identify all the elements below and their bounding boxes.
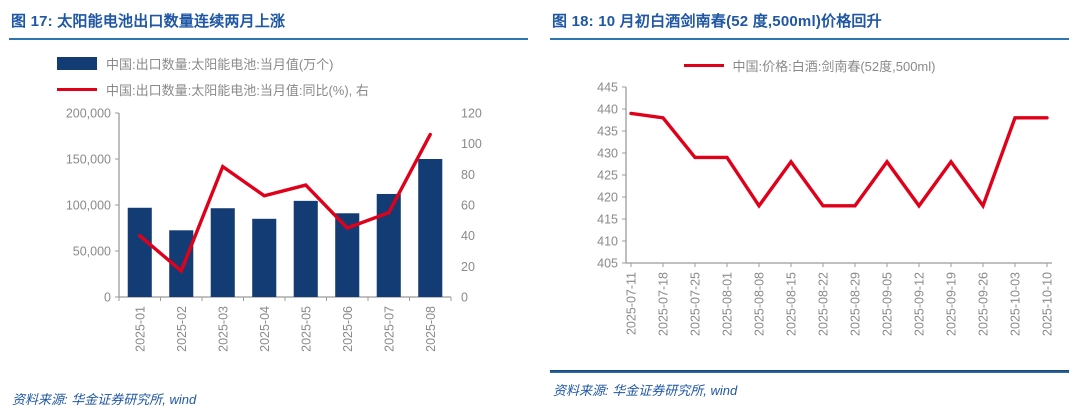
svg-text:2025-09-05: 2025-09-05 bbox=[881, 272, 895, 336]
svg-text:2025-06: 2025-06 bbox=[341, 306, 355, 352]
svg-text:2025-08-22: 2025-08-22 bbox=[817, 272, 831, 336]
svg-text:2025-07: 2025-07 bbox=[382, 306, 396, 352]
svg-text:2025-10-10: 2025-10-10 bbox=[1041, 272, 1055, 336]
solar-export-combo-chart: 0 50,000 100,000 150,000 200,000 0 20 40 60 80 100… bbox=[66, 107, 482, 352]
svg-text:2025-08-29: 2025-08-29 bbox=[849, 272, 863, 336]
legend-label: 中国:出口数量:太阳能电池:当月值(万个) bbox=[106, 57, 334, 72]
svg-text:2025-08-08: 2025-08-08 bbox=[753, 272, 767, 336]
legend-item-line: 中国:出口数量:太阳能电池:当月值:同比(%), 右 bbox=[57, 80, 528, 99]
svg-text:2025-04: 2025-04 bbox=[258, 306, 272, 352]
svg-text:100,000: 100,000 bbox=[66, 199, 111, 213]
svg-text:0: 0 bbox=[461, 291, 468, 305]
svg-text:200,000: 200,000 bbox=[66, 107, 111, 121]
svg-text:2025-07-25: 2025-07-25 bbox=[689, 272, 703, 336]
svg-text:445: 445 bbox=[597, 81, 618, 95]
liquor-price-chart-area: 405 410 415 420 425 430 435 440 445 2025-07-11 202… bbox=[568, 75, 1069, 368]
svg-text:415: 415 bbox=[597, 213, 618, 227]
bar-swatch bbox=[57, 57, 97, 70]
svg-text:2025-09-12: 2025-09-12 bbox=[913, 272, 927, 336]
panel-separator-line bbox=[550, 370, 1069, 373]
svg-text:420: 420 bbox=[597, 191, 618, 205]
legend-item-line: 中国:价格:白酒:剑南春(52度,500ml) bbox=[683, 56, 936, 75]
svg-text:100: 100 bbox=[461, 137, 482, 151]
figure-17-legend: 中国:出口数量:太阳能电池:当月值(万个) 中国:出口数量:太阳能电池:当月值:… bbox=[57, 54, 528, 99]
svg-text:2025-07-18: 2025-07-18 bbox=[657, 272, 671, 336]
svg-text:2025-10-03: 2025-10-03 bbox=[1009, 272, 1023, 336]
svg-text:2025-09-19: 2025-09-19 bbox=[945, 272, 959, 336]
svg-text:440: 440 bbox=[597, 103, 618, 117]
figure-17-title: 图 17: 太阳能电池出口数量连续两月上涨 bbox=[9, 6, 528, 40]
source-note: 资料来源: 华金证券研究所, wind bbox=[12, 392, 197, 407]
svg-text:2025-01: 2025-01 bbox=[133, 306, 147, 352]
liquor-price-line-chart: 405 410 415 420 425 430 435 440 445 2025-07-11 202… bbox=[597, 81, 1055, 336]
figure-18-legend: 中国:价格:白酒:剑南春(52度,500ml) bbox=[550, 56, 1069, 75]
figure-18-title: 图 18: 10 月初白酒剑南春(52 度,500ml)价格回升 bbox=[550, 6, 1069, 40]
source-note: 资料来源: 华金证券研究所, wind bbox=[553, 383, 738, 398]
svg-text:425: 425 bbox=[597, 169, 618, 183]
legend-item-bar: 中国:出口数量:太阳能电池:当月值(万个) bbox=[57, 54, 528, 73]
svg-text:150,000: 150,000 bbox=[66, 153, 111, 167]
svg-text:2025-05: 2025-05 bbox=[299, 306, 313, 352]
solar-export-chart-area: 0 50,000 100,000 150,000 200,000 0 20 40 60 80 100… bbox=[45, 101, 528, 382]
svg-text:2025-02: 2025-02 bbox=[175, 306, 189, 352]
svg-text:50,000: 50,000 bbox=[73, 245, 111, 259]
line-swatch bbox=[57, 87, 97, 92]
svg-text:435: 435 bbox=[597, 125, 618, 139]
svg-text:40: 40 bbox=[461, 229, 475, 243]
svg-text:0: 0 bbox=[104, 291, 111, 305]
svg-text:20: 20 bbox=[461, 260, 475, 274]
figure-18-panel: 图 18: 10 月初白酒剑南春(52 度,500ml)价格回升 中国:价格:白… bbox=[550, 6, 1069, 402]
svg-text:120: 120 bbox=[461, 107, 482, 121]
svg-text:410: 410 bbox=[597, 235, 618, 249]
svg-text:80: 80 bbox=[461, 168, 475, 182]
svg-text:2025-08-01: 2025-08-01 bbox=[721, 272, 735, 336]
svg-text:2025-08: 2025-08 bbox=[424, 306, 438, 352]
svg-text:60: 60 bbox=[461, 199, 475, 213]
figure-17-panel: 图 17: 太阳能电池出口数量连续两月上涨 中国:出口数量:太阳能电池:当月值(… bbox=[9, 6, 528, 407]
line-swatch bbox=[683, 63, 724, 68]
svg-text:2025-09-26: 2025-09-26 bbox=[977, 272, 991, 336]
legend-label: 中国:价格:白酒:剑南春(52度,500ml) bbox=[732, 59, 936, 74]
svg-text:2025-03: 2025-03 bbox=[216, 306, 230, 352]
svg-text:405: 405 bbox=[597, 257, 618, 271]
svg-text:2025-08-15: 2025-08-15 bbox=[785, 272, 799, 336]
svg-text:2025-07-11: 2025-07-11 bbox=[625, 272, 639, 335]
legend-label: 中国:出口数量:太阳能电池:当月值:同比(%), 右 bbox=[106, 83, 369, 98]
svg-text:430: 430 bbox=[597, 147, 618, 161]
